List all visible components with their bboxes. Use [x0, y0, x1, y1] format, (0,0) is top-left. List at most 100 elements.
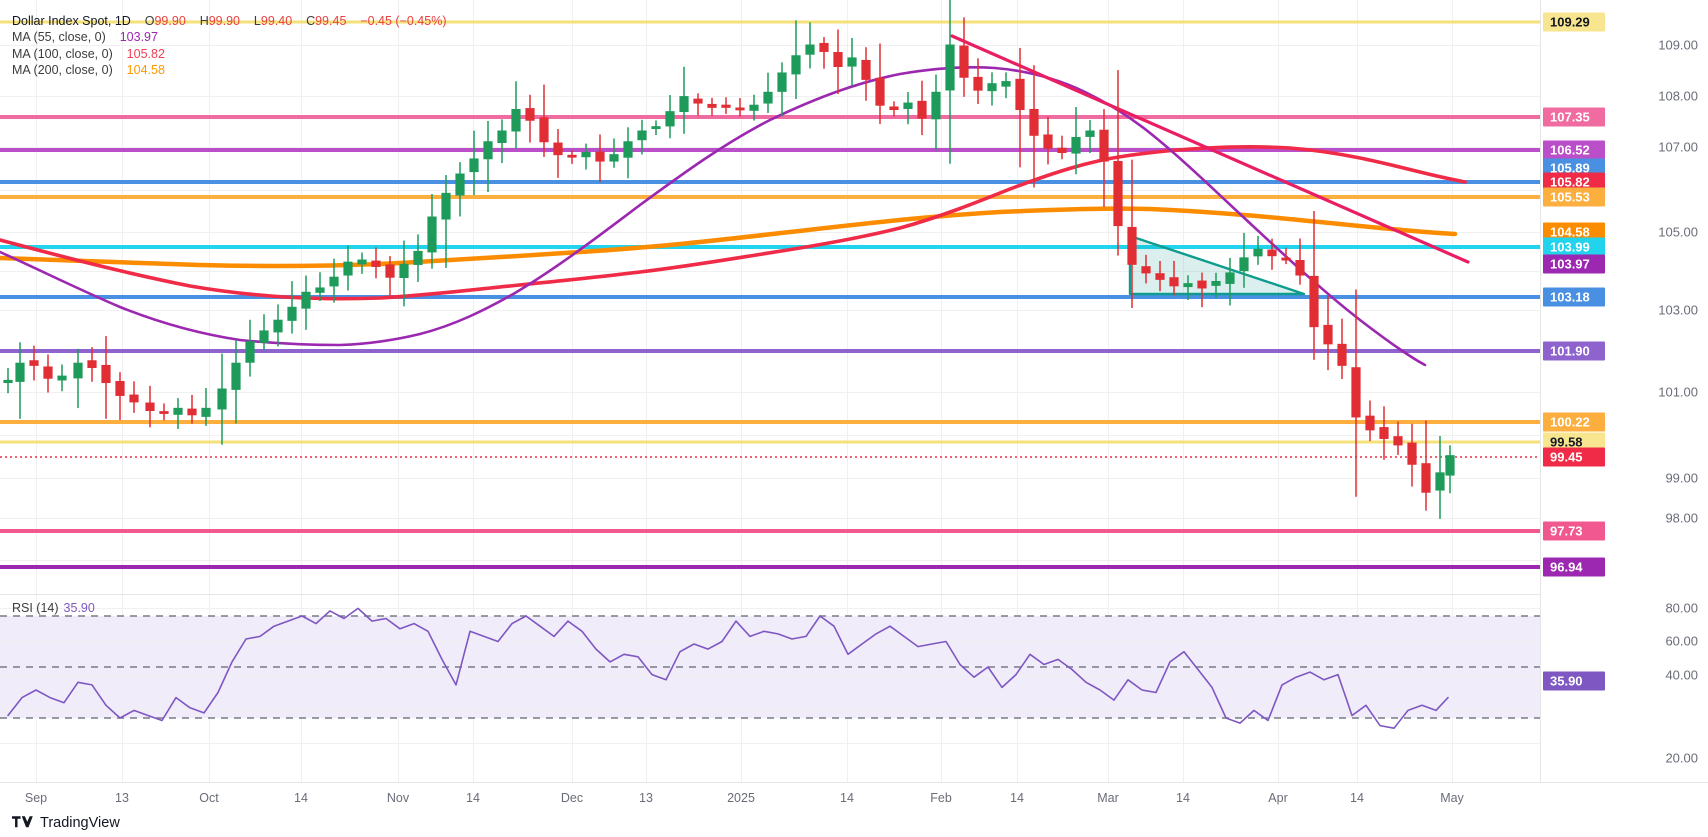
candlestick[interactable]: [847, 37, 857, 86]
price-pill[interactable]: 103.99: [1543, 237, 1605, 257]
candlestick[interactable]: [959, 17, 969, 97]
candlestick[interactable]: [201, 387, 211, 426]
candlestick[interactable]: [945, 0, 955, 164]
price-pill[interactable]: 99.45: [1543, 447, 1605, 467]
candlestick[interactable]: [173, 398, 183, 429]
candlestick[interactable]: [917, 80, 927, 136]
candlestick[interactable]: [1267, 238, 1277, 270]
candlestick[interactable]: [777, 62, 787, 117]
candlestick[interactable]: [973, 58, 983, 104]
candlestick[interactable]: [609, 138, 619, 168]
candlestick[interactable]: [427, 193, 437, 269]
candlestick[interactable]: [987, 72, 997, 106]
candlestick[interactable]: [903, 92, 913, 125]
price-chart-plot-area[interactable]: Dollar Index Spot, 1D O99.90 H99.90 L99.…: [0, 0, 1540, 782]
candlestick[interactable]: [57, 364, 67, 392]
candlestick[interactable]: [129, 381, 139, 413]
candlestick[interactable]: [1421, 420, 1431, 511]
price-pill[interactable]: 105.82: [1543, 172, 1605, 192]
candlestick[interactable]: [1099, 109, 1109, 207]
candlestick[interactable]: [749, 94, 759, 121]
price-pill[interactable]: 100.22: [1543, 412, 1605, 432]
candlestick[interactable]: [1113, 70, 1123, 256]
candlestick[interactable]: [693, 93, 703, 116]
trendlines[interactable]: [950, 34, 1470, 264]
candlestick[interactable]: [371, 247, 381, 279]
candlestick[interactable]: [455, 162, 465, 217]
candlestick[interactable]: [1295, 238, 1305, 285]
candlestick[interactable]: [791, 20, 801, 100]
candlestick[interactable]: [259, 314, 269, 351]
candlestick[interactable]: [1001, 72, 1011, 99]
time-axis[interactable]: Sep 13 Oct 14 Nov 14 Dec 13 2025 14 Feb 14 Mar 14 Apr 1…: [0, 782, 1708, 812]
candlestick[interactable]: [1085, 120, 1095, 154]
price-pill[interactable]: 106.52: [1543, 140, 1605, 160]
price-pill[interactable]: 96.94: [1543, 557, 1605, 577]
price-pill[interactable]: 105.53: [1543, 187, 1605, 207]
candlestick[interactable]: [145, 385, 155, 428]
candlestick[interactable]: [567, 150, 577, 164]
candlestick[interactable]: [763, 72, 773, 113]
rsi-pane[interactable]: [0, 607, 1540, 744]
candlestick[interactable]: [1197, 272, 1207, 308]
candlestick[interactable]: [1071, 107, 1081, 175]
candlestick[interactable]: [1141, 254, 1151, 284]
price-pill[interactable]: 107.35: [1543, 107, 1605, 127]
candlestick[interactable]: [1323, 295, 1333, 371]
candlestick[interactable]: [441, 175, 451, 268]
candlestick[interactable]: [1365, 400, 1375, 442]
candlestick[interactable]: [329, 258, 339, 303]
candlestick[interactable]: [413, 234, 423, 282]
candlestick[interactable]: [29, 345, 39, 381]
candlestick[interactable]: [315, 272, 325, 302]
candlestick[interactable]: [115, 372, 125, 421]
candlestick[interactable]: [1435, 436, 1445, 519]
price-pill[interactable]: 97.73: [1543, 521, 1605, 541]
horizontal-price-lines[interactable]: [0, 20, 1540, 569]
candlestick[interactable]: [861, 47, 871, 101]
candlestick[interactable]: [931, 74, 941, 151]
candlestick[interactable]: [1225, 257, 1235, 306]
candlestick[interactable]: [1393, 421, 1403, 455]
candlestick[interactable]: [73, 348, 83, 409]
candlestick[interactable]: [1309, 211, 1319, 360]
candlestick[interactable]: [735, 98, 745, 117]
candlestick[interactable]: [1445, 445, 1455, 494]
rsi-value-pill[interactable]: 35.90: [1543, 671, 1605, 691]
price-pill[interactable]: 104.58: [1543, 222, 1605, 242]
candlestick[interactable]: [525, 94, 535, 143]
candlestick[interactable]: [3, 368, 13, 394]
candlestick[interactable]: [1043, 116, 1053, 165]
candlestick[interactable]: [357, 252, 367, 274]
price-pill[interactable]: 109.29: [1543, 12, 1605, 32]
candlestick[interactable]: [721, 97, 731, 114]
candlestick[interactable]: [805, 22, 815, 69]
candlestick[interactable]: [301, 275, 311, 330]
candlestick[interactable]: [385, 256, 395, 296]
candlestick[interactable]: [707, 97, 717, 116]
candlestick[interactable]: [159, 403, 169, 421]
candlestick[interactable]: [1127, 159, 1137, 308]
candlestick[interactable]: [343, 245, 353, 291]
candlestick[interactable]: [819, 37, 829, 69]
candlestick[interactable]: [595, 134, 605, 183]
price-pill[interactable]: 103.18: [1543, 287, 1605, 307]
candlestick[interactable]: [1211, 272, 1221, 298]
candlestick[interactable]: [1057, 135, 1067, 160]
candlestick[interactable]: [637, 119, 647, 155]
candlestick[interactable]: [889, 101, 899, 117]
candlestick[interactable]: [231, 339, 241, 424]
candlestick[interactable]: [1337, 318, 1347, 380]
candlestick[interactable]: [665, 95, 675, 139]
candlestick[interactable]: [1029, 65, 1039, 188]
candlestick[interactable]: [553, 129, 563, 178]
candlestick[interactable]: [101, 336, 111, 419]
price-pill[interactable]: 103.97: [1543, 254, 1605, 274]
candlestick[interactable]: [539, 84, 549, 157]
ma55-line[interactable]: [0, 65, 1427, 367]
candlestick[interactable]: [469, 130, 479, 196]
candlestick[interactable]: [497, 119, 507, 164]
candlestick[interactable]: [483, 120, 493, 193]
candlestick[interactable]: [1169, 260, 1179, 296]
candlestick[interactable]: [187, 394, 197, 424]
